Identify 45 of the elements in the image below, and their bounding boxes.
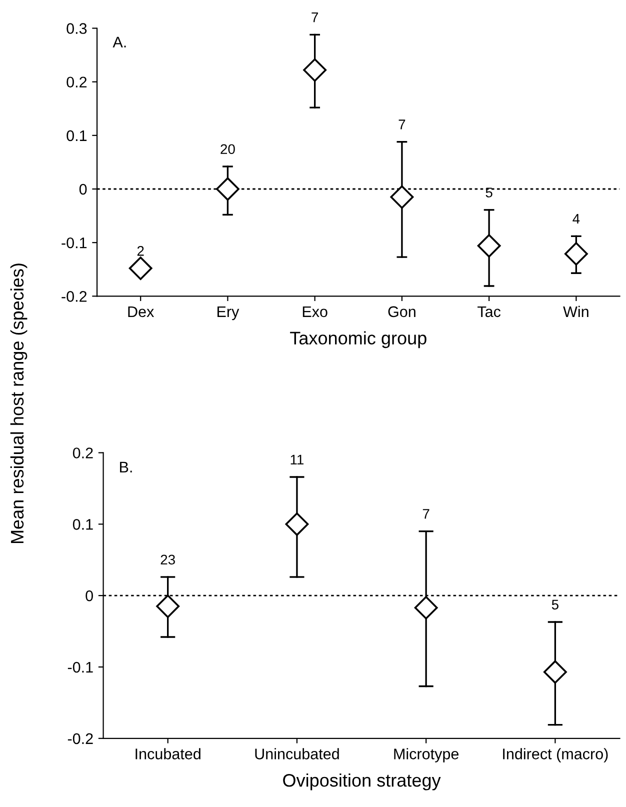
x-tick-label: Indirect (macro): [503, 748, 608, 762]
point: [390, 185, 414, 209]
point: [216, 177, 240, 201]
point: [543, 660, 567, 684]
point: [414, 596, 438, 620]
point: [156, 594, 180, 618]
y-tick-label: -0.2: [68, 733, 93, 744]
annotation: 7: [398, 120, 406, 130]
point: [564, 242, 588, 266]
x-tick-label: Incubated: [136, 748, 200, 760]
annotation: 7: [422, 509, 430, 519]
x-tick-label: Exo: [302, 306, 328, 318]
y-tick-label: 0: [79, 184, 87, 195]
x-axis-title: Oviposition strategy: [283, 773, 441, 790]
point: [285, 512, 309, 536]
x-tick-label: Ery: [218, 306, 240, 320]
y-tick-label: -0.2: [62, 291, 87, 302]
x-tick-label: Dex: [128, 306, 154, 318]
x-tick-label: Tac: [478, 306, 501, 318]
point: [128, 256, 152, 280]
y-tick-label: -0.1: [68, 662, 93, 673]
y-tick-label: 0.1: [66, 130, 87, 142]
y-tick-label: 0.2: [72, 448, 93, 458]
x-tick-label: Microtype: [394, 748, 459, 762]
annotation: 2: [137, 246, 144, 256]
point: [303, 58, 327, 82]
y-tick-label: 0.3: [66, 23, 87, 34]
point: [477, 234, 501, 258]
annotation: B.: [120, 462, 132, 472]
x-tick-label: Win: [563, 306, 588, 317]
annotation: 4: [572, 214, 580, 224]
annotation: 7: [312, 12, 318, 22]
y-tick-label: -0.1: [62, 237, 87, 248]
y-axis-title: Mean residual host range (species): [10, 264, 28, 544]
annotation: 23: [160, 554, 175, 565]
y-tick-label: 0.1: [72, 519, 93, 530]
annotation: 20: [220, 144, 235, 154]
x-tick-label: Gon: [388, 306, 416, 318]
annotation: 5: [552, 600, 558, 610]
y-tick-label: 0.2: [66, 76, 87, 88]
x-tick-label: Unincubated: [255, 748, 339, 760]
x-axis-title: Taxonomic group: [290, 331, 426, 348]
annotation: 11: [290, 454, 304, 464]
annotation: A.: [112, 36, 126, 48]
y-tick-label: 0: [86, 590, 93, 602]
